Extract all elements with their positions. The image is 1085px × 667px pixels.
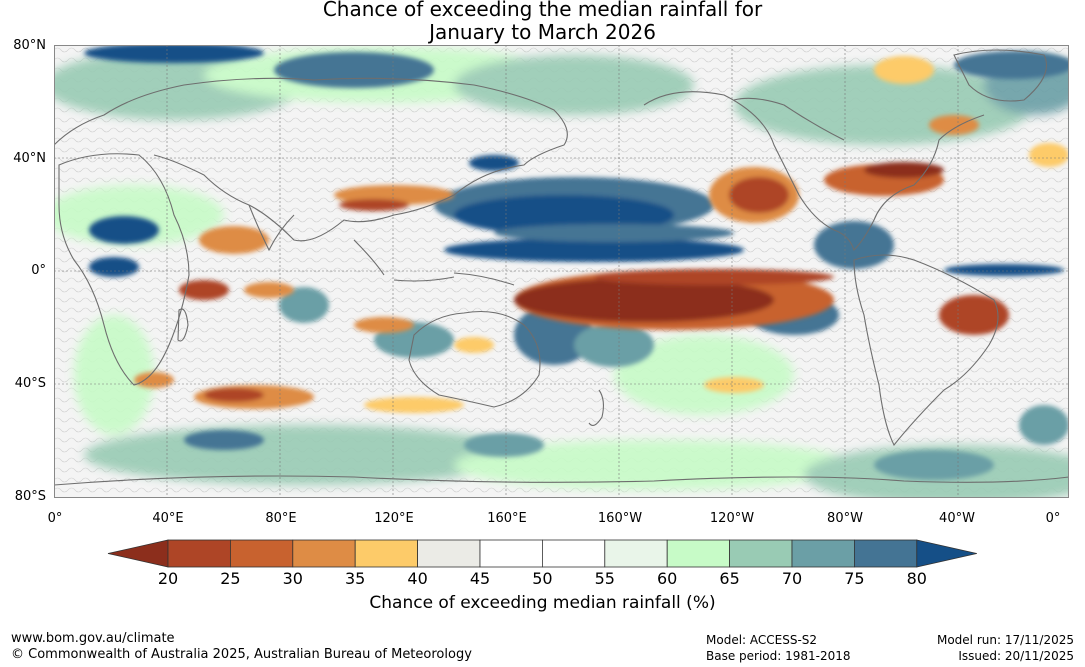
legend-arrow-low [107,539,169,568]
legend-tick-80: 80 [906,569,927,588]
lon-label-40w: 40°W [939,511,975,526]
legend-box-50-55 [542,539,606,568]
footer-copyright: © Commonwealth of Australia 2025, Austra… [11,647,472,662]
rainfall-map-graphic [54,45,1069,498]
legend-arrow-high [916,539,977,568]
legend-tick-20: 20 [157,569,179,588]
legend-tick-60: 60 [657,569,678,588]
legend-colorbar [107,539,977,568]
legend-box-30-35 [292,539,356,568]
lon-label-0: 0° [47,511,63,526]
lon-label-0-end: 0° [1045,511,1061,526]
legend-tick-35: 35 [345,569,366,588]
legend-box-20-25 [167,539,231,568]
footer-model-run: Model run: 17/11/2025 [936,633,1074,647]
lat-label-40n: 40°N [13,151,46,166]
map-title-line-2: January to March 2026 [429,20,656,44]
legend-box-40-45 [417,539,481,568]
lat-label-equator: 0° [31,263,46,278]
legend-tick-45: 45 [469,569,491,588]
footer-model: Model: ACCESS-S2 [706,633,818,647]
rainfall-map [54,45,1069,498]
legend-box-45-50 [479,539,543,568]
legend-tick-55: 55 [594,569,615,588]
lon-label-40e: 40°E [152,511,184,526]
legend-tick-40: 40 [407,569,428,588]
legend-box-70-75 [791,539,855,568]
lon-label-160e: 160°E [487,511,527,526]
legend-label: Chance of exceeding median rainfall (%) [369,593,716,613]
legend-box-35-40 [354,539,419,568]
lat-label-80n: 80°N [13,38,46,53]
footer-issued: Issued: 20/11/2025 [958,649,1074,663]
legend-box-60-65 [666,539,731,568]
footer-base-period: Base period: 1981-2018 [706,649,851,663]
legend-tick-65: 65 [719,569,740,588]
legend-box-75-80 [854,539,918,568]
lon-label-120e: 120°E [374,511,414,526]
lon-label-80w: 80°W [827,511,863,526]
legend-box-25-30 [229,539,294,568]
legend-tick-75: 75 [844,569,865,588]
lon-label-160w: 160°W [597,511,643,526]
legend-box-55-60 [604,539,668,568]
legend-tick-50: 50 [532,569,553,588]
legend-tick-30: 30 [282,569,303,588]
map-title-line-1: Chance of exceeding the median rainfall … [322,0,763,21]
lon-label-80e: 80°E [265,511,297,526]
legend-box-65-70 [729,539,793,568]
lon-label-120w: 120°W [709,511,755,526]
lat-label-40s: 40°S [14,376,46,391]
footer-url: www.bom.gov.au/climate [11,631,175,646]
lat-label-80s: 80°S [14,489,46,504]
legend-tick-25: 25 [220,569,241,588]
legend-tick-70: 70 [781,569,803,588]
